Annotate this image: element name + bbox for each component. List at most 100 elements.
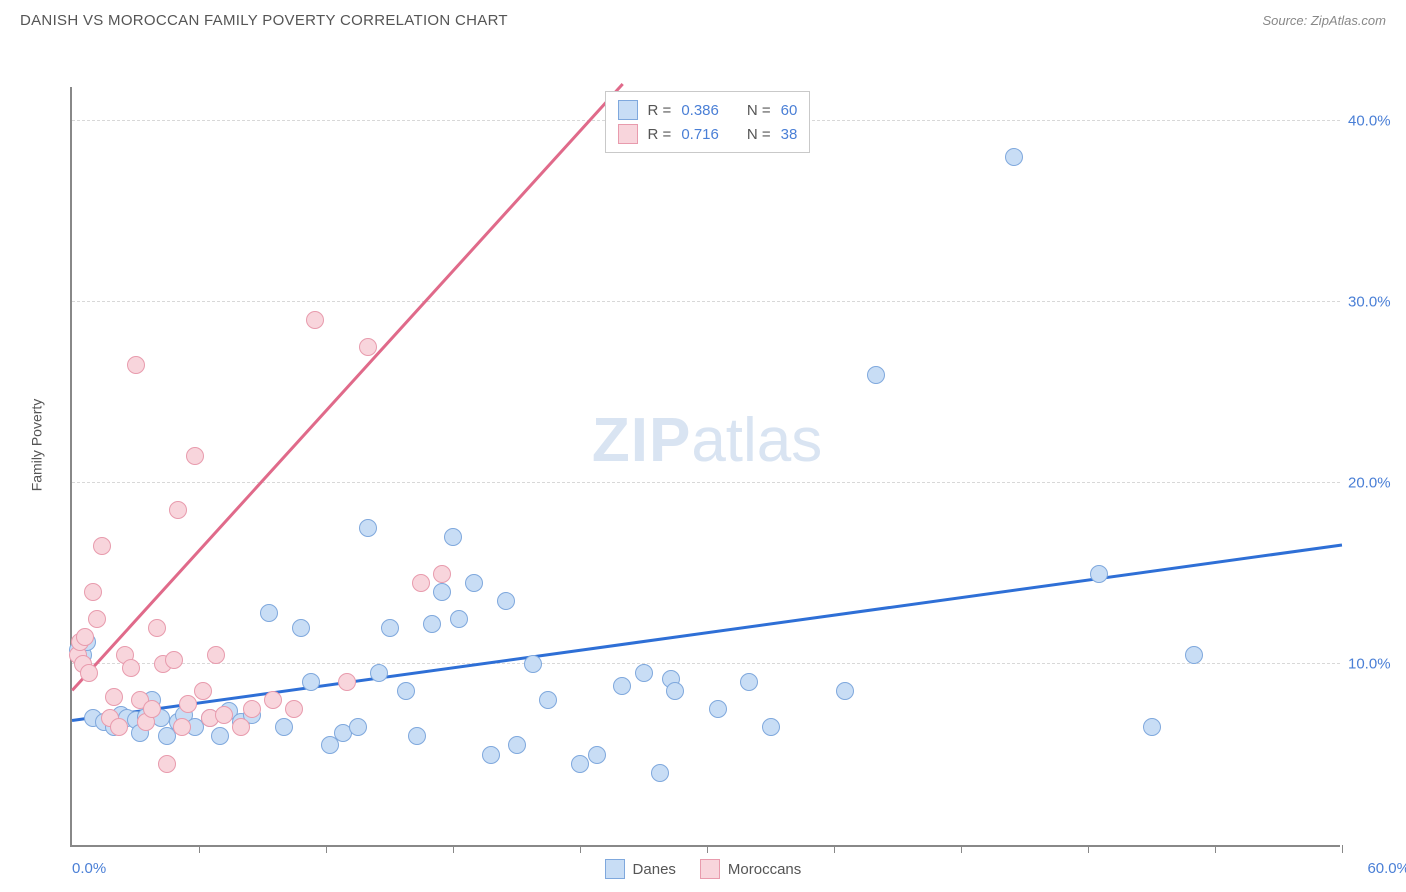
x-origin-label: 0.0% [72, 860, 106, 877]
data-point-moroccans [359, 338, 377, 356]
data-point-danes [381, 619, 399, 637]
data-point-moroccans [76, 628, 94, 646]
x-tick [1342, 845, 1343, 853]
data-point-moroccans [127, 356, 145, 374]
x-max-label: 60.0% [1367, 860, 1406, 877]
x-tick [1088, 845, 1089, 853]
data-point-danes [571, 755, 589, 773]
series-legend-label: Moroccans [728, 861, 801, 878]
data-point-moroccans [433, 565, 451, 583]
data-point-danes [666, 682, 684, 700]
data-point-danes [370, 664, 388, 682]
data-point-moroccans [84, 583, 102, 601]
n-value: 60 [781, 102, 798, 119]
data-point-danes [1090, 565, 1108, 583]
legend-swatch [700, 859, 720, 879]
data-point-danes [651, 764, 669, 782]
data-point-moroccans [143, 700, 161, 718]
data-point-moroccans [186, 447, 204, 465]
data-point-moroccans [122, 659, 140, 677]
data-point-danes [260, 604, 278, 622]
data-point-danes [444, 528, 462, 546]
source-prefix: Source: [1262, 13, 1310, 28]
data-point-danes [433, 583, 451, 601]
data-point-danes [423, 615, 441, 633]
y-tick-label: 10.0% [1348, 656, 1406, 673]
plot-area: ZIPatlas 10.0%20.0%30.0%40.0%0.0%60.0%R … [70, 87, 1340, 847]
n-label: N = [747, 126, 771, 143]
data-point-moroccans [80, 664, 98, 682]
y-axis-label: Family Poverty [28, 399, 44, 492]
y-tick-label: 30.0% [1348, 294, 1406, 311]
r-value: 0.386 [681, 102, 719, 119]
data-point-danes [508, 736, 526, 754]
legend-swatch [605, 859, 625, 879]
gridline [72, 663, 1340, 664]
series-legend-item: Moroccans [700, 859, 801, 879]
data-point-moroccans [110, 718, 128, 736]
data-point-danes [1143, 718, 1161, 736]
r-label: R = [648, 102, 672, 119]
x-tick [580, 845, 581, 853]
y-tick-label: 40.0% [1348, 113, 1406, 130]
data-point-danes [349, 718, 367, 736]
data-point-danes [740, 673, 758, 691]
watermark: ZIPatlas [592, 405, 822, 476]
data-point-danes [359, 519, 377, 537]
data-point-moroccans [179, 695, 197, 713]
trend-line-moroccans [71, 83, 623, 691]
data-point-danes [588, 746, 606, 764]
r-value: 0.716 [681, 126, 719, 143]
data-point-moroccans [105, 688, 123, 706]
data-point-danes [836, 682, 854, 700]
data-point-moroccans [338, 673, 356, 691]
data-point-danes [465, 574, 483, 592]
data-point-danes [302, 673, 320, 691]
data-point-danes [211, 727, 229, 745]
data-point-danes [709, 700, 727, 718]
data-point-moroccans [285, 700, 303, 718]
data-point-danes [1005, 148, 1023, 166]
x-tick [834, 845, 835, 853]
watermark-atlas: atlas [691, 406, 822, 475]
y-tick-label: 20.0% [1348, 475, 1406, 492]
data-point-moroccans [232, 718, 250, 736]
x-tick [707, 845, 708, 853]
gridline [72, 301, 1340, 302]
x-tick [1215, 845, 1216, 853]
source-name: ZipAtlas.com [1311, 13, 1386, 28]
correlation-legend-row: R =0.716N =38 [618, 122, 798, 146]
data-point-moroccans [169, 501, 187, 519]
data-point-danes [292, 619, 310, 637]
data-point-moroccans [173, 718, 191, 736]
data-point-danes [275, 718, 293, 736]
data-point-moroccans [158, 755, 176, 773]
x-tick [326, 845, 327, 853]
data-point-danes [867, 366, 885, 384]
data-point-moroccans [264, 691, 282, 709]
x-tick [199, 845, 200, 853]
x-tick [453, 845, 454, 853]
data-point-moroccans [215, 706, 233, 724]
data-point-danes [397, 682, 415, 700]
data-point-danes [613, 677, 631, 695]
series-legend-item: Danes [605, 859, 676, 879]
data-point-moroccans [93, 537, 111, 555]
data-point-danes [762, 718, 780, 736]
data-point-danes [635, 664, 653, 682]
data-point-danes [482, 746, 500, 764]
n-label: N = [747, 102, 771, 119]
data-point-moroccans [165, 651, 183, 669]
data-point-danes [450, 610, 468, 628]
x-tick [961, 845, 962, 853]
data-point-moroccans [194, 682, 212, 700]
data-point-danes [497, 592, 515, 610]
data-point-moroccans [207, 646, 225, 664]
data-point-danes [524, 655, 542, 673]
data-point-danes [539, 691, 557, 709]
series-legend-label: Danes [633, 861, 676, 878]
correlation-legend-row: R = 0.386 N = 60 [618, 98, 798, 122]
data-point-moroccans [306, 311, 324, 329]
series-legend: Danes Moroccans [605, 859, 802, 879]
chart-header: DANISH VS MOROCCAN FAMILY POVERTY CORREL… [0, 0, 1406, 37]
